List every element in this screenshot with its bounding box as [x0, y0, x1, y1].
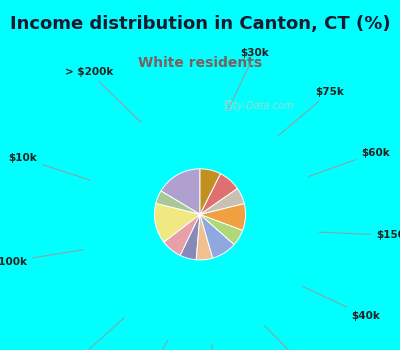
- Text: Ⓜ: Ⓜ: [223, 99, 231, 112]
- Text: $100k: $100k: [0, 250, 84, 267]
- Wedge shape: [200, 203, 246, 230]
- Text: $75k: $75k: [278, 87, 345, 136]
- Wedge shape: [200, 169, 220, 214]
- Text: $200k: $200k: [118, 340, 168, 350]
- Wedge shape: [200, 188, 244, 214]
- Wedge shape: [196, 214, 213, 260]
- Wedge shape: [156, 191, 200, 214]
- Text: $125k: $125k: [264, 326, 330, 350]
- Text: $20k: $20k: [60, 317, 125, 350]
- Text: $50k: $50k: [203, 344, 232, 350]
- Wedge shape: [180, 214, 200, 260]
- Text: $60k: $60k: [308, 148, 390, 176]
- Text: $10k: $10k: [8, 153, 90, 180]
- Text: Income distribution in Canton, CT (%): Income distribution in Canton, CT (%): [10, 15, 390, 33]
- Wedge shape: [161, 169, 200, 214]
- Text: $40k: $40k: [302, 286, 380, 321]
- Wedge shape: [164, 214, 200, 256]
- Wedge shape: [200, 174, 238, 214]
- Text: $150k: $150k: [319, 231, 400, 240]
- Wedge shape: [200, 214, 234, 258]
- Text: $30k: $30k: [228, 48, 270, 110]
- Wedge shape: [154, 203, 200, 242]
- Text: City-Data.com: City-Data.com: [225, 101, 294, 111]
- Text: > $200k: > $200k: [65, 66, 141, 122]
- Wedge shape: [200, 214, 243, 245]
- Text: White residents: White residents: [138, 56, 262, 70]
